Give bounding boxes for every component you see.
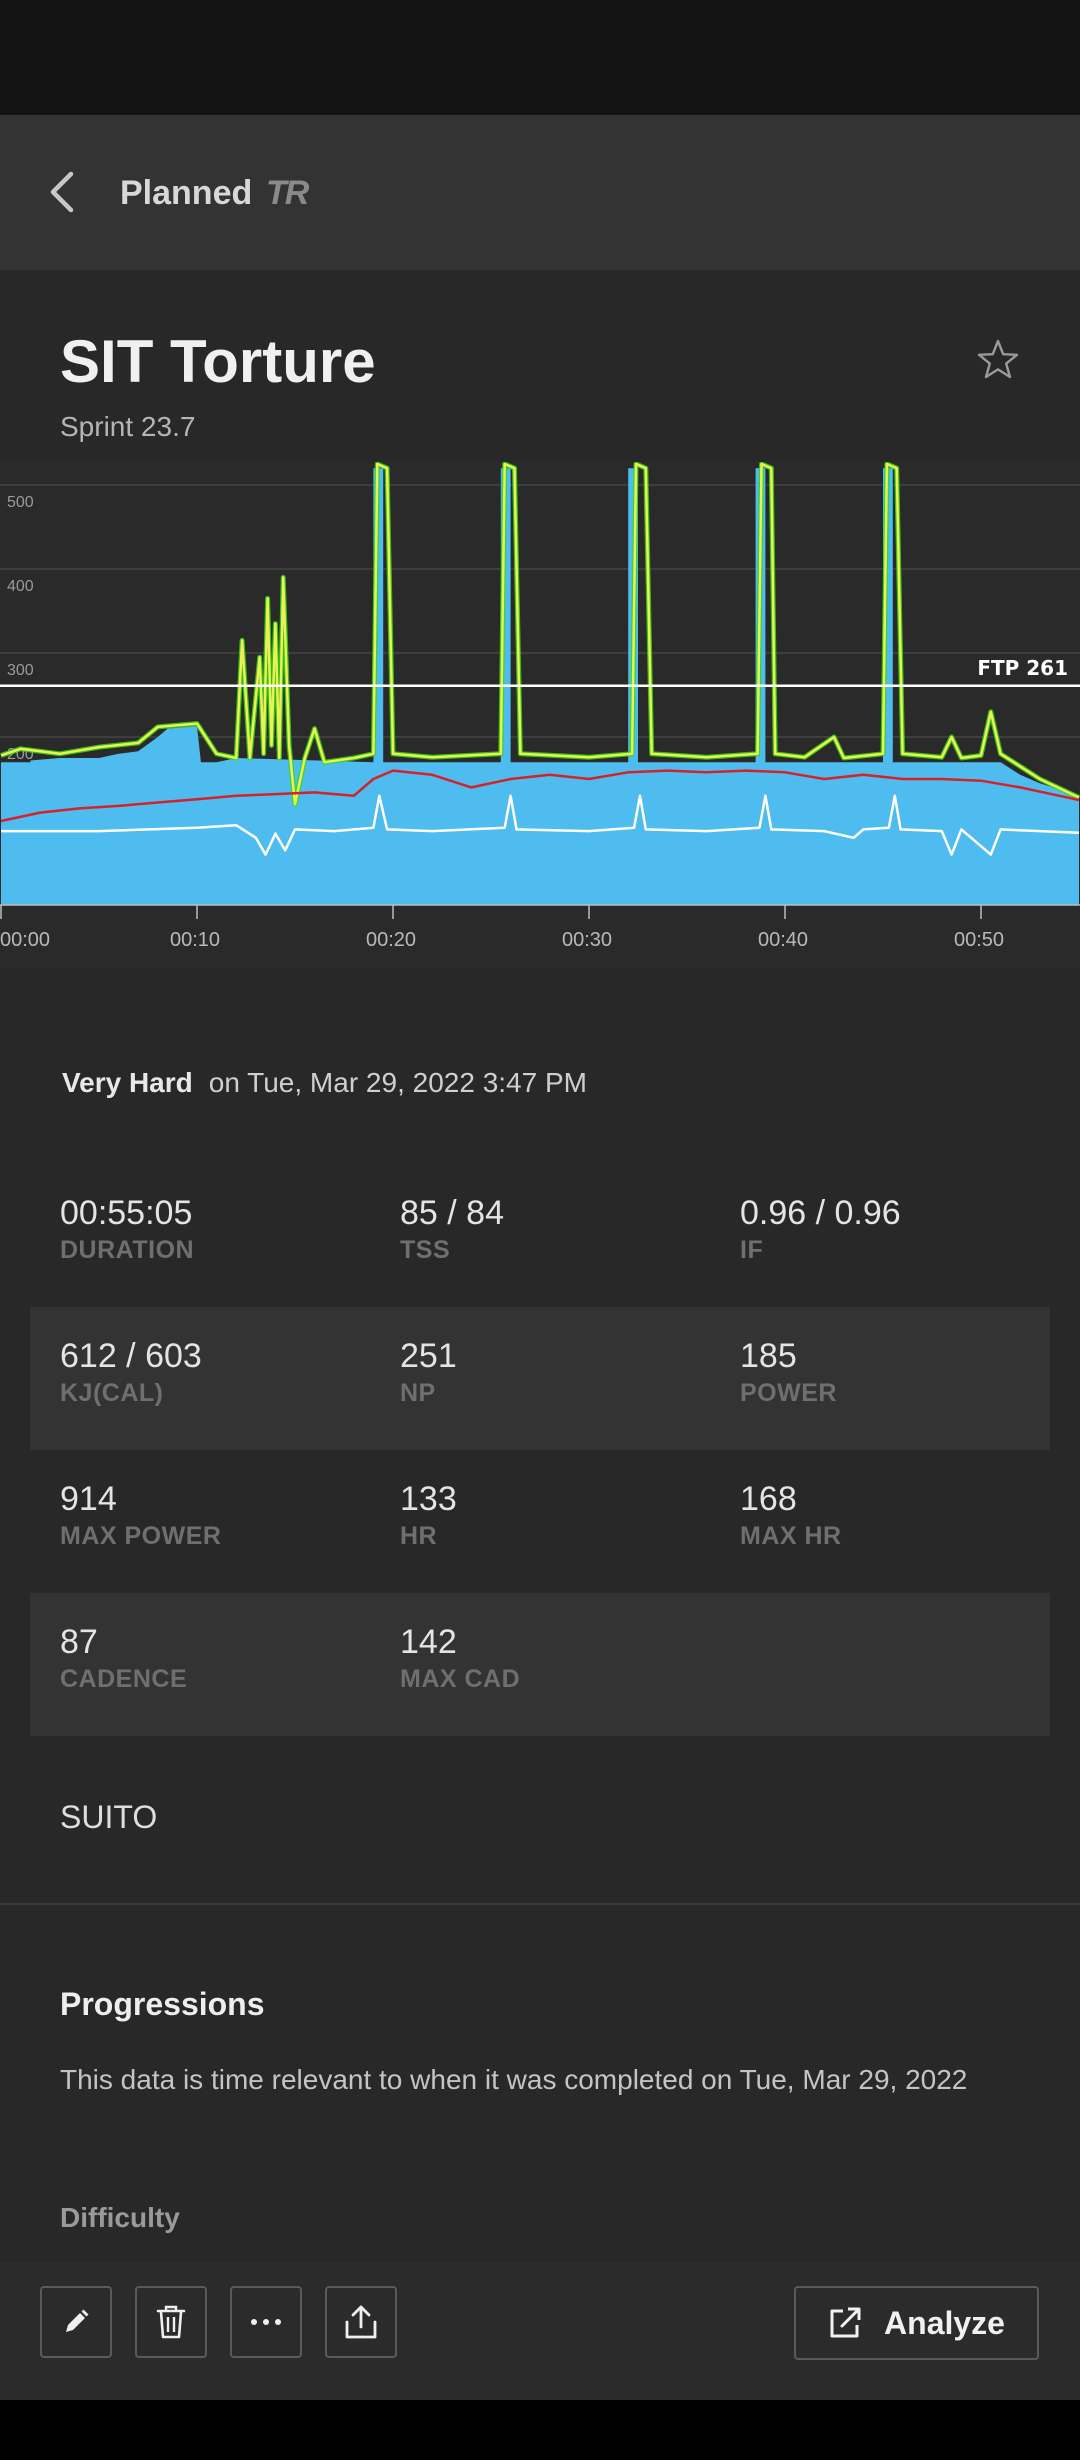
system-nav-bar bbox=[0, 2400, 1080, 2460]
stat-value: 142 bbox=[400, 1623, 457, 1661]
stat-max-hr: 168 MAX HR bbox=[740, 1478, 842, 1552]
ftp-label: FTP 261 bbox=[977, 656, 1068, 680]
analyze-label: Analyze bbox=[884, 2304, 1005, 2341]
stat-max-power: 914 MAX POWER bbox=[60, 1478, 221, 1552]
power-line bbox=[0, 462, 1080, 806]
edit-button[interactable] bbox=[40, 2286, 112, 2358]
stat-cadence: 87 CADENCE bbox=[60, 1621, 187, 1695]
pencil-icon bbox=[66, 2309, 89, 2332]
completion-date: on Tue, Mar 29, 2022 3:47 PM bbox=[208, 1067, 587, 1098]
delete-button[interactable] bbox=[135, 2286, 207, 2358]
stat-value: 168 bbox=[740, 1480, 797, 1518]
analyze-button[interactable]: Analyze bbox=[794, 2286, 1039, 2360]
stat-value: 914 bbox=[60, 1480, 117, 1518]
more-options-button[interactable] bbox=[230, 2286, 302, 2358]
stats-row: 612 / 603 KJ(CAL) 251 NP 185 POWER bbox=[30, 1307, 1050, 1450]
progressions-title: Progressions bbox=[60, 1986, 265, 2022]
stat-value: 85 / 84 bbox=[400, 1194, 504, 1232]
stat-label: MAX POWER bbox=[60, 1522, 222, 1550]
stat-value: 251 bbox=[400, 1337, 457, 1375]
stat-label: DURATION bbox=[60, 1236, 195, 1264]
stat-label: TSS bbox=[400, 1236, 451, 1264]
stat-label: CADENCE bbox=[60, 1665, 188, 1693]
workout-chart: 200 300 400 500 FTP 261 00:00 00:10 00:20 00:30 0… bbox=[0, 461, 1080, 967]
stat-np: 251 NP bbox=[400, 1335, 457, 1409]
share-icon bbox=[345, 2305, 377, 2339]
share-button[interactable] bbox=[325, 2286, 397, 2358]
stat-power: 185 POWER bbox=[740, 1335, 837, 1409]
heart-rate-line bbox=[0, 769, 1080, 823]
x-tick-label: 00:20 bbox=[366, 929, 416, 951]
back-button[interactable] bbox=[40, 157, 84, 227]
workout-summary: Very Hard on Tue, Mar 29, 2022 3:47 PM bbox=[62, 1062, 587, 1109]
stat-tss: 85 / 84 TSS bbox=[400, 1192, 504, 1266]
x-tick-label: 00:30 bbox=[562, 929, 612, 951]
trainer-device: SUITO bbox=[60, 1799, 158, 1835]
workout-subtitle: Sprint 23.7 bbox=[60, 411, 196, 442]
stat-if: 0.96 / 0.96 IF bbox=[740, 1192, 901, 1266]
stat-value: 87 bbox=[60, 1623, 98, 1661]
stat-value: 185 bbox=[740, 1337, 797, 1375]
progressions-difficulty-label: Difficulty bbox=[60, 2202, 180, 2233]
stat-label: POWER bbox=[740, 1379, 837, 1407]
stats-row: 914 MAX POWER 133 HR 168 MAX HR bbox=[30, 1450, 1050, 1593]
trainerroad-logo: TR bbox=[266, 174, 309, 212]
target-power-area bbox=[1, 468, 1079, 905]
stat-label: KJ(CAL) bbox=[60, 1379, 164, 1407]
x-tick-label: 00:00 bbox=[0, 929, 50, 951]
x-tick-label: 00:10 bbox=[170, 929, 220, 951]
stat-kj: 612 / 603 KJ(CAL) bbox=[60, 1335, 202, 1409]
trash-icon bbox=[156, 2305, 186, 2339]
y-tick-label: 300 bbox=[7, 662, 34, 679]
status-bar bbox=[0, 0, 1080, 115]
stat-value: 133 bbox=[400, 1480, 457, 1518]
stat-value: 612 / 603 bbox=[60, 1337, 202, 1375]
workout-title: SIT Torture bbox=[60, 328, 376, 395]
star-outline-icon bbox=[977, 339, 1019, 379]
stat-max-cadence: 142 MAX CAD bbox=[400, 1621, 520, 1695]
x-tick-label: 00:40 bbox=[758, 929, 808, 951]
x-tick-label: 00:50 bbox=[954, 929, 1004, 951]
stat-duration: 00:55:05 DURATION bbox=[60, 1192, 194, 1266]
stat-label: MAX HR bbox=[740, 1522, 842, 1550]
chevron-left-icon bbox=[50, 171, 74, 213]
external-link-icon bbox=[830, 2307, 861, 2338]
nav-bar bbox=[0, 115, 1080, 270]
stat-label: MAX CAD bbox=[400, 1665, 521, 1693]
nav-title: Planned bbox=[120, 174, 253, 212]
stat-value: 0.96 / 0.96 bbox=[740, 1194, 901, 1232]
progressions-description: This data is time relevant to when it wa… bbox=[60, 2064, 968, 2095]
section-divider bbox=[0, 1903, 1080, 1905]
stat-label: HR bbox=[400, 1522, 438, 1550]
y-tick-label: 500 bbox=[7, 494, 34, 511]
favorite-button[interactable] bbox=[974, 336, 1022, 384]
stat-value: 00:55:05 bbox=[60, 1194, 193, 1232]
difficulty-level: Very Hard bbox=[62, 1067, 193, 1098]
stat-hr: 133 HR bbox=[400, 1478, 457, 1552]
more-icon bbox=[251, 2319, 281, 2325]
stats-row: 00:55:05 DURATION 85 / 84 TSS 0.96 / 0.96 I… bbox=[30, 1164, 1050, 1307]
stats-row: 87 CADENCE 142 MAX CAD bbox=[30, 1593, 1050, 1736]
cadence-line bbox=[1, 794, 1080, 856]
y-tick-label: 400 bbox=[7, 578, 34, 595]
stat-label: IF bbox=[740, 1236, 764, 1264]
stat-label: NP bbox=[400, 1379, 436, 1407]
